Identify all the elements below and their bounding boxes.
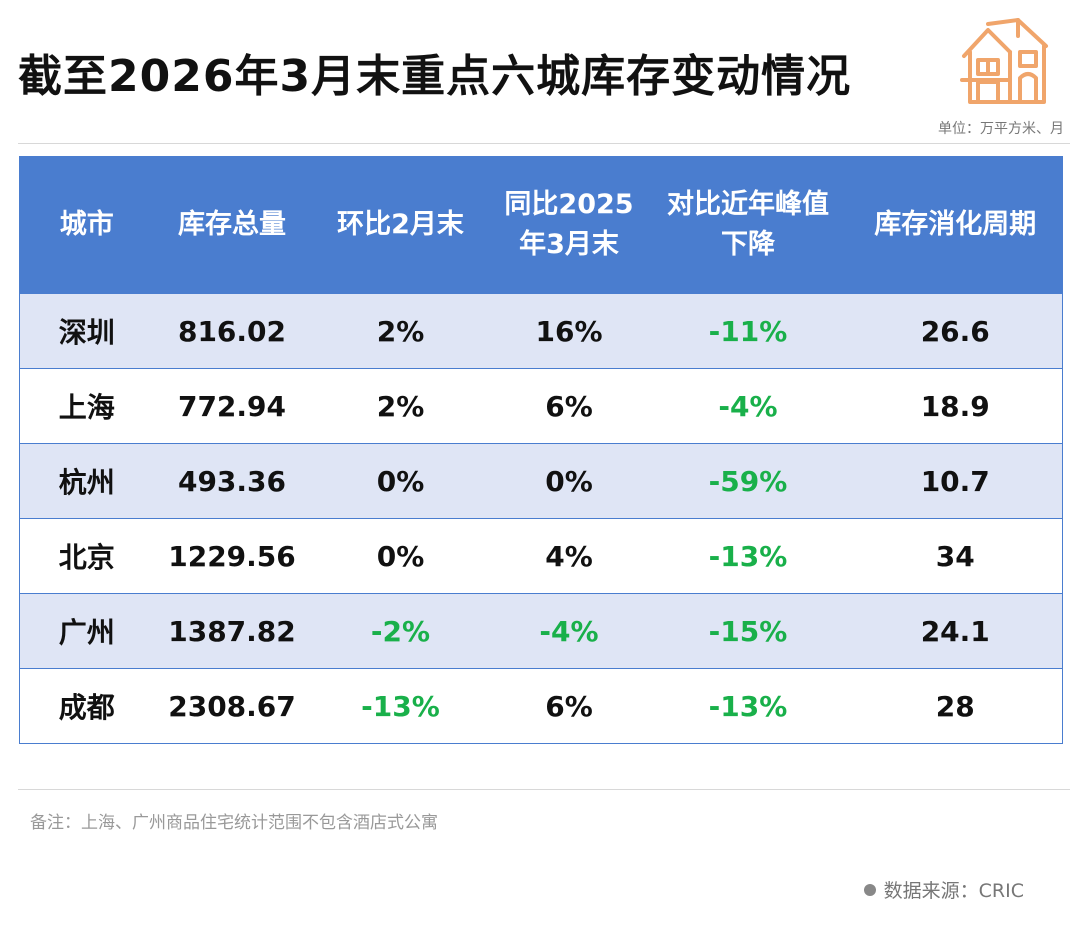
source-label: 数据来源：CRIC xyxy=(863,876,1024,903)
cell-cycle: 28 xyxy=(848,668,1063,744)
house-icon xyxy=(960,18,1048,104)
cell-total: 772.94 xyxy=(153,368,311,444)
cell-yoy: 6% xyxy=(490,668,648,744)
bullet-dot-icon xyxy=(863,883,876,896)
table-row: 广州 1387.82 -2% -4% -15% 24.1 xyxy=(19,593,1063,669)
footnote: 备注：上海、广州商品住宅统计范围不包含酒店式公寓 xyxy=(30,813,438,833)
cell-peak: -59% xyxy=(647,443,849,519)
cell-yoy: 4% xyxy=(490,518,648,594)
cell-cycle: 26.6 xyxy=(848,293,1063,369)
cell-cycle: 34 xyxy=(848,518,1063,594)
cell-total: 2308.67 xyxy=(153,668,311,744)
cell-mom: -2% xyxy=(310,593,491,669)
cell-mom: 0% xyxy=(310,443,491,519)
cell-mom: 2% xyxy=(310,368,491,444)
divider xyxy=(18,143,1070,144)
source-text: 数据来源：CRIC xyxy=(883,880,1024,902)
cell-yoy: -4% xyxy=(490,593,648,669)
cell-peak: -15% xyxy=(647,593,849,669)
table-row: 成都 2308.67 -13% 6% -13% 28 xyxy=(19,668,1063,744)
cell-peak: -13% xyxy=(647,668,849,744)
header-yoy: 同比2025 年3月末 xyxy=(490,156,648,294)
cell-cycle: 24.1 xyxy=(848,593,1063,669)
cell-yoy: 0% xyxy=(490,443,648,519)
inventory-table: 城市 库存总量 环比2月末 同比2025 年3月末 对比近年峰值 下降 库存消化周期… xyxy=(19,156,1063,744)
header-city: 城市 xyxy=(19,156,154,294)
header-mom: 环比2月末 xyxy=(310,156,491,294)
cell-total: 1387.82 xyxy=(153,593,311,669)
header-cycle: 库存消化周期 xyxy=(848,156,1063,294)
table-row: 深圳 816.02 2% 16% -11% 26.6 xyxy=(19,293,1063,369)
table-row: 上海 772.94 2% 6% -4% 18.9 xyxy=(19,368,1063,444)
cell-yoy: 16% xyxy=(490,293,648,369)
header-peak: 对比近年峰值 下降 xyxy=(647,156,849,294)
cell-cycle: 10.7 xyxy=(848,443,1063,519)
cell-city: 广州 xyxy=(19,593,154,669)
cell-mom: 2% xyxy=(310,293,491,369)
cell-cycle: 18.9 xyxy=(848,368,1063,444)
cell-city: 深圳 xyxy=(19,293,154,369)
cell-peak: -4% xyxy=(647,368,849,444)
cell-mom: 0% xyxy=(310,518,491,594)
cell-city: 杭州 xyxy=(19,443,154,519)
cell-peak: -13% xyxy=(647,518,849,594)
divider xyxy=(18,789,1070,790)
header-total: 库存总量 xyxy=(153,156,311,294)
cell-mom: -13% xyxy=(310,668,491,744)
cell-city: 北京 xyxy=(19,518,154,594)
cell-total: 816.02 xyxy=(153,293,311,369)
unit-label: 单位：万平方米、月 xyxy=(938,121,1064,137)
cell-peak: -11% xyxy=(647,293,849,369)
cell-total: 493.36 xyxy=(153,443,311,519)
table-row: 杭州 493.36 0% 0% -59% 10.7 xyxy=(19,443,1063,519)
table-header-row: 城市 库存总量 环比2月末 同比2025 年3月末 对比近年峰值 下降 库存消化周期 xyxy=(19,156,1063,294)
table-row: 北京 1229.56 0% 4% -13% 34 xyxy=(19,518,1063,594)
cell-yoy: 6% xyxy=(490,368,648,444)
cell-city: 成都 xyxy=(19,668,154,744)
cell-total: 1229.56 xyxy=(153,518,311,594)
page-title: 截至2026年3月末重点六城库存变动情况 xyxy=(18,51,852,102)
cell-city: 上海 xyxy=(19,368,154,444)
